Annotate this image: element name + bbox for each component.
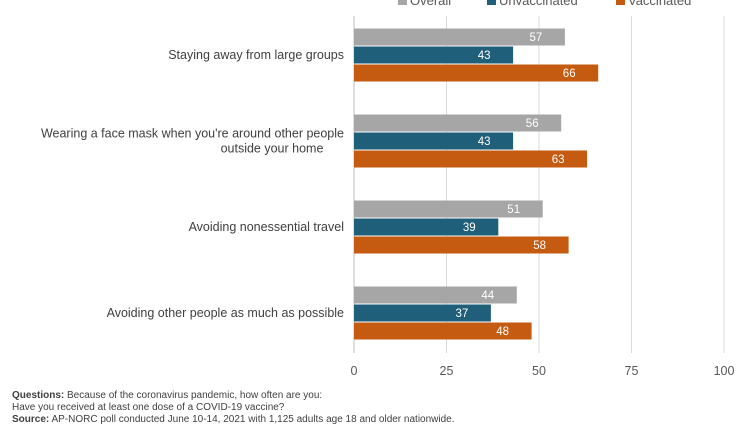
x-tick-label-100: 100 — [714, 364, 735, 378]
bar-unvaccinated-3 — [354, 304, 491, 322]
bar-label-vaccinated-0: 66 — [563, 68, 576, 80]
bar-vaccinated-2 — [354, 236, 569, 254]
bar-label-unvaccinated-1: 43 — [478, 136, 491, 148]
legend-swatch-unvaccinated — [487, 0, 496, 5]
bars: 57 43 66 56 43 63 51 39 58 44 37 48 — [354, 28, 599, 340]
category-label-0: Staying away from large groups — [168, 48, 344, 62]
category-labels: Staying away from large groups Wearing a … — [41, 48, 344, 320]
category-label-line: outside your home — [221, 142, 324, 156]
category-label-1: Wearing a face mask when you're around o… — [41, 127, 344, 156]
bar-unvaccinated-1 — [354, 132, 514, 150]
x-tick-label-0: 0 — [351, 364, 358, 378]
bar-label-overall-2: 51 — [507, 204, 520, 216]
bar-overall-0 — [354, 28, 565, 46]
legend-label-vaccinated: Vaccinated — [628, 0, 691, 8]
bar-label-unvaccinated-2: 39 — [463, 222, 476, 234]
footnote-source: Source: AP-NORC poll conducted June 10-1… — [12, 414, 742, 426]
bar-overall-3 — [354, 286, 517, 304]
footnote-question2: Have you received at least one dose of a… — [12, 402, 285, 413]
bar-vaccinated-1 — [354, 150, 588, 168]
category-label-line: Avoiding nonessential travel — [189, 220, 344, 234]
bar-label-unvaccinated-0: 43 — [478, 50, 491, 62]
bar-overall-1 — [354, 114, 562, 132]
bar-vaccinated-3 — [354, 322, 532, 340]
footnote-questions: Questions: Because of the coronavirus pa… — [12, 390, 742, 402]
bar-chart: 57 43 66 56 43 63 51 39 58 44 37 48 Staying away fr… — [41, 0, 735, 378]
x-tick-label-50: 50 — [532, 364, 546, 378]
bar-unvaccinated-2 — [354, 218, 499, 236]
x-tick-label-25: 25 — [440, 364, 454, 378]
x-axis-ticks: 0 25 50 75 100 — [351, 364, 735, 378]
bar-overall-2 — [354, 200, 543, 218]
legend-swatch-vaccinated — [616, 0, 625, 5]
questions-label: Questions: — [12, 390, 65, 401]
category-label-line: Avoiding other people as much as possibl… — [107, 306, 344, 320]
x-tick-label-75: 75 — [625, 364, 639, 378]
source-text: AP-NORC poll conducted June 10-14, 2021 … — [51, 414, 455, 425]
bar-vaccinated-0 — [354, 64, 599, 82]
category-label-line: Wearing a face mask when you're around o… — [41, 127, 344, 141]
category-label-line: Staying away from large groups — [168, 48, 344, 62]
bar-label-vaccinated-1: 63 — [552, 154, 565, 166]
bar-label-vaccinated-2: 58 — [533, 240, 546, 252]
legend-swatch-overall — [398, 0, 407, 5]
bar-label-overall-1: 56 — [526, 118, 539, 130]
legend-label-overall: Overall — [410, 0, 451, 8]
footnote: Questions: Because of the coronavirus pa… — [12, 390, 742, 426]
category-label-3: Avoiding other people as much as possibl… — [107, 306, 344, 320]
legend: Overall Unvaccinated Vaccinated — [398, 0, 691, 8]
bar-label-overall-3: 44 — [481, 290, 494, 302]
bar-label-vaccinated-3: 48 — [496, 326, 509, 338]
bar-label-overall-0: 57 — [530, 32, 543, 44]
bar-unvaccinated-0 — [354, 46, 514, 64]
questions-text: Because of the coronavirus pandemic, how… — [67, 390, 323, 401]
bar-label-unvaccinated-3: 37 — [456, 308, 469, 320]
legend-label-unvaccinated: Unvaccinated — [499, 0, 578, 8]
source-label: Source: — [12, 414, 50, 425]
category-label-2: Avoiding nonessential travel — [189, 220, 344, 234]
